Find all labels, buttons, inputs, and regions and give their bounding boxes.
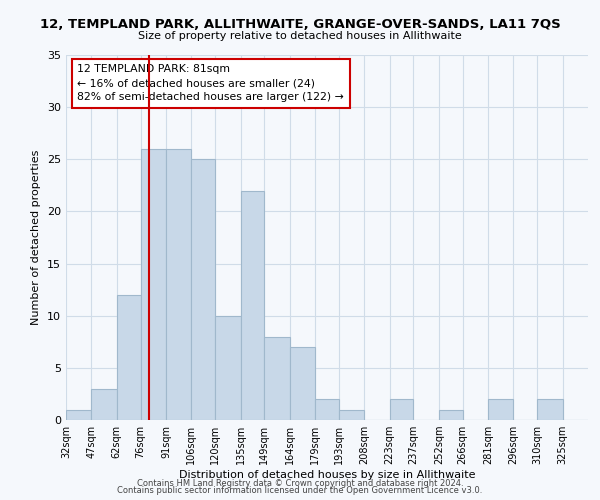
Bar	[315, 399, 339, 420]
Text: 12, TEMPLAND PARK, ALLITHWAITE, GRANGE-OVER-SANDS, LA11 7QS: 12, TEMPLAND PARK, ALLITHWAITE, GRANGE-O…	[40, 18, 560, 30]
Bar	[166, 149, 191, 420]
Bar	[191, 160, 215, 420]
Bar	[390, 399, 413, 420]
Bar	[290, 347, 315, 420]
Bar	[339, 410, 364, 420]
Bar	[66, 410, 91, 420]
Bar	[241, 190, 264, 420]
X-axis label: Distribution of detached houses by size in Allithwaite: Distribution of detached houses by size …	[179, 470, 475, 480]
Bar	[264, 336, 290, 420]
Bar	[215, 316, 241, 420]
Bar	[117, 295, 140, 420]
Bar	[91, 388, 117, 420]
Text: 12 TEMPLAND PARK: 81sqm
← 16% of detached houses are smaller (24)
82% of semi-de: 12 TEMPLAND PARK: 81sqm ← 16% of detache…	[77, 64, 344, 102]
Bar	[537, 399, 563, 420]
Text: Contains public sector information licensed under the Open Government Licence v3: Contains public sector information licen…	[118, 486, 482, 495]
Bar	[488, 399, 514, 420]
Text: Size of property relative to detached houses in Allithwaite: Size of property relative to detached ho…	[138, 31, 462, 41]
Y-axis label: Number of detached properties: Number of detached properties	[31, 150, 41, 325]
Bar	[140, 149, 166, 420]
Text: Contains HM Land Registry data © Crown copyright and database right 2024.: Contains HM Land Registry data © Crown c…	[137, 478, 463, 488]
Bar	[439, 410, 463, 420]
